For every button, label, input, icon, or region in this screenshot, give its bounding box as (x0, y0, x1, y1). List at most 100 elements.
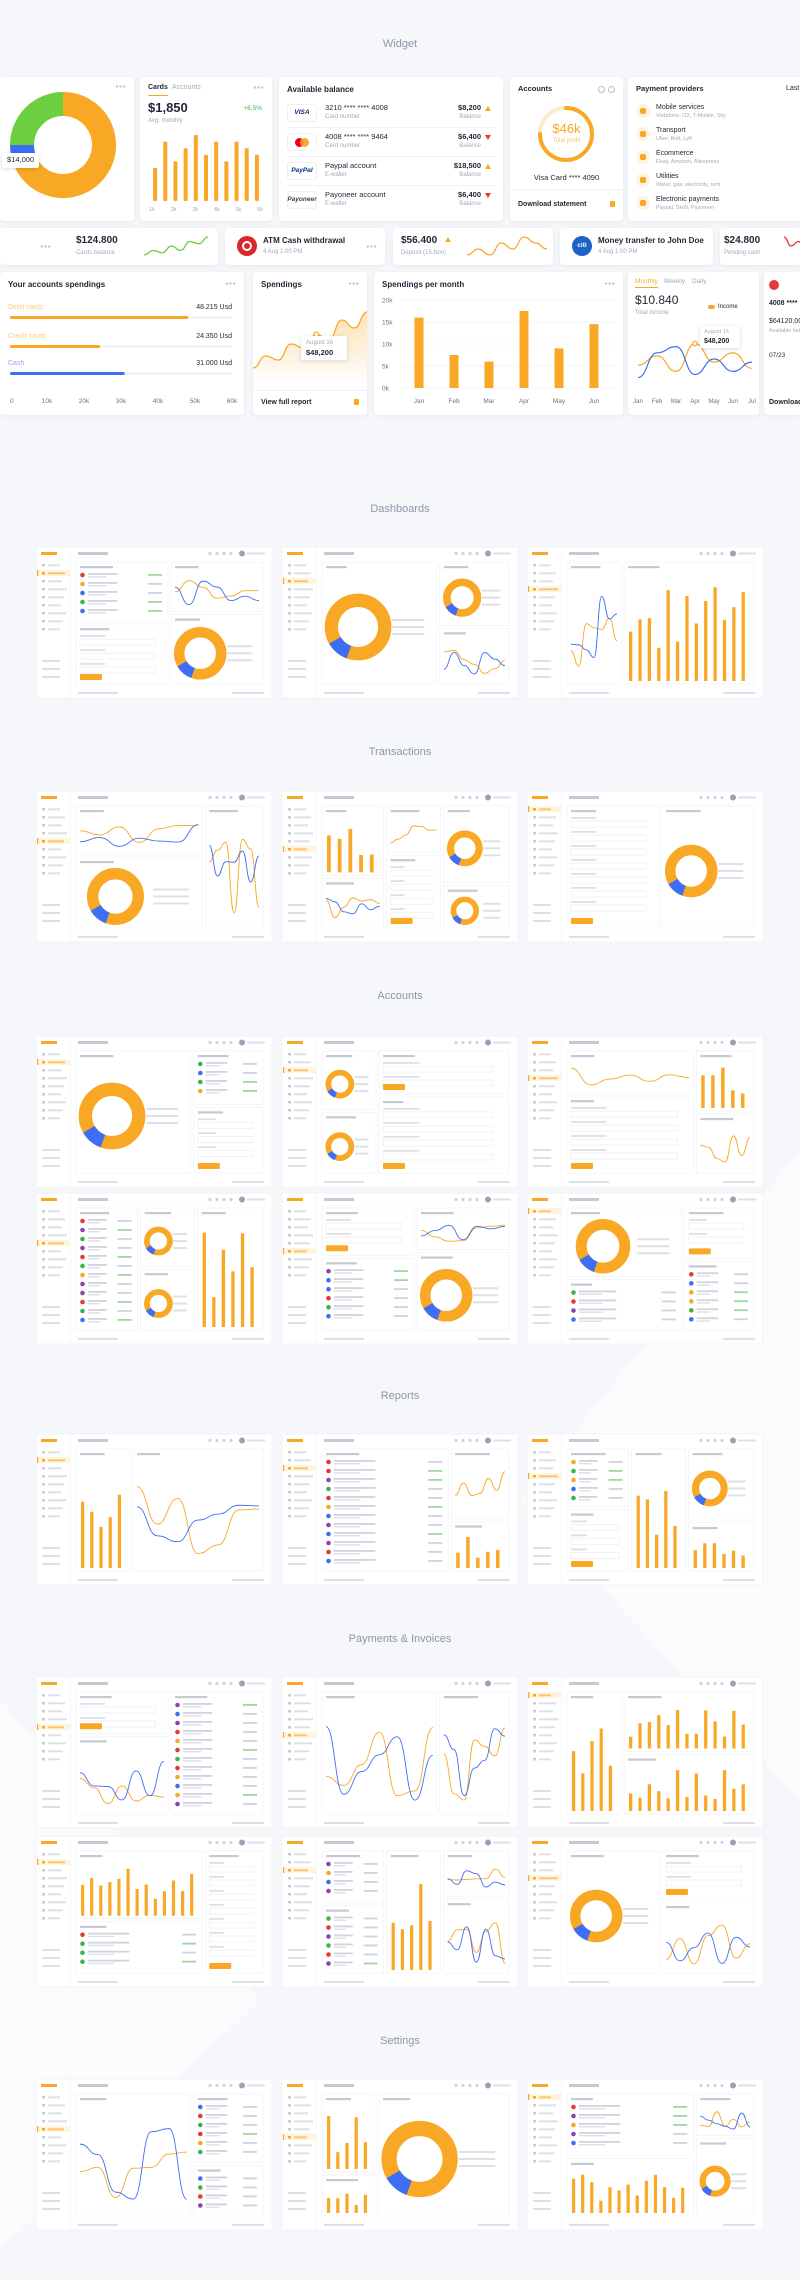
icon (713, 1040, 717, 1045)
menu[interactable] (253, 86, 264, 89)
icon (475, 1681, 479, 1686)
shape (334, 1290, 353, 1292)
shape (183, 1796, 202, 1798)
shape (533, 904, 551, 906)
tab[interactable]: Weekly (664, 278, 686, 285)
shape (539, 864, 554, 867)
shape (334, 1305, 364, 1308)
sparkline (783, 236, 800, 247)
shape (288, 1149, 306, 1151)
shape (247, 1198, 265, 1201)
shape (533, 1726, 536, 1729)
shape (394, 1279, 408, 1282)
shape (354, 1083, 369, 1086)
shape (571, 2162, 594, 2166)
shape (78, 1198, 108, 1201)
shape (579, 1311, 603, 1313)
icon (468, 1438, 472, 1443)
shape (539, 620, 554, 623)
shape (288, 872, 291, 875)
shape (205, 2188, 220, 2190)
shape (334, 1505, 376, 1507)
shape (288, 1893, 291, 1896)
shape (42, 2144, 45, 2147)
shape (334, 1937, 346, 1939)
screen-thumbnail (526, 1676, 764, 1829)
shape (493, 796, 511, 799)
shape (334, 1463, 361, 1465)
tab[interactable]: Monthly (635, 278, 658, 289)
shape (478, 692, 510, 694)
shape (171, 1880, 176, 1916)
tab[interactable]: Cards (148, 84, 168, 97)
shape (539, 1234, 558, 1237)
icon (222, 1197, 226, 1202)
shape (117, 1274, 132, 1276)
shape (443, 566, 469, 569)
donut (86, 868, 144, 925)
shape (688, 1219, 708, 1221)
item-amount-label: Balance (459, 172, 481, 178)
shape (294, 1742, 312, 1745)
shape (324, 1981, 364, 1983)
shape (79, 666, 156, 674)
shape (533, 1491, 536, 1494)
shape (326, 1453, 360, 1456)
shape (208, 1949, 255, 1957)
shape (539, 824, 553, 827)
shape (539, 1885, 555, 1888)
shape (316, 1836, 317, 1987)
tab[interactable]: Accounts (172, 84, 201, 91)
shape (316, 1036, 317, 1187)
shape (173, 1295, 187, 1298)
icon (198, 1088, 203, 1094)
shape (533, 2192, 551, 2194)
icon (598, 86, 605, 93)
account-spendings-card: Your accounts spendings 0 10k 20k 30k 40k 50k 6… (0, 272, 244, 415)
tooltip-value: $48,200 (704, 338, 730, 345)
shape (533, 1758, 536, 1761)
avatar (239, 794, 245, 801)
shape (183, 1724, 202, 1726)
shape (88, 1294, 100, 1296)
shape (334, 1299, 353, 1301)
shape (334, 1517, 361, 1519)
menu[interactable] (366, 245, 377, 248)
link[interactable]: View full report (261, 399, 312, 406)
icon (208, 2083, 212, 2088)
shape (42, 1069, 45, 1072)
shape (232, 692, 264, 694)
icon (706, 795, 710, 800)
shape (294, 1893, 307, 1896)
menu[interactable] (40, 245, 51, 248)
shape (48, 1483, 64, 1486)
menu[interactable] (225, 282, 236, 285)
line (174, 580, 260, 606)
shape (205, 2135, 220, 2137)
link[interactable]: Download statement (518, 201, 587, 208)
tab[interactable]: Daily (692, 278, 707, 285)
shape (88, 1219, 107, 1221)
shape (570, 862, 647, 870)
icon (175, 1774, 180, 1780)
legend-toggle[interactable] (708, 305, 715, 309)
shape (539, 1726, 555, 1729)
shape (42, 1218, 45, 1221)
shape (528, 806, 530, 812)
shape (117, 1878, 121, 1916)
shape (117, 1265, 132, 1267)
shape (428, 1533, 443, 1535)
shape (48, 1226, 62, 1229)
y-tick-label: 5k (382, 364, 390, 371)
menu[interactable] (604, 282, 615, 285)
shape (75, 1207, 138, 1331)
shape (394, 1306, 408, 1309)
menu[interactable] (115, 85, 126, 88)
link[interactable]: Download st (769, 399, 800, 406)
shape (42, 1226, 45, 1229)
icon (720, 1040, 724, 1045)
shape (288, 1109, 291, 1112)
shape (334, 1934, 353, 1937)
menu[interactable] (348, 282, 359, 285)
shape (294, 848, 307, 851)
